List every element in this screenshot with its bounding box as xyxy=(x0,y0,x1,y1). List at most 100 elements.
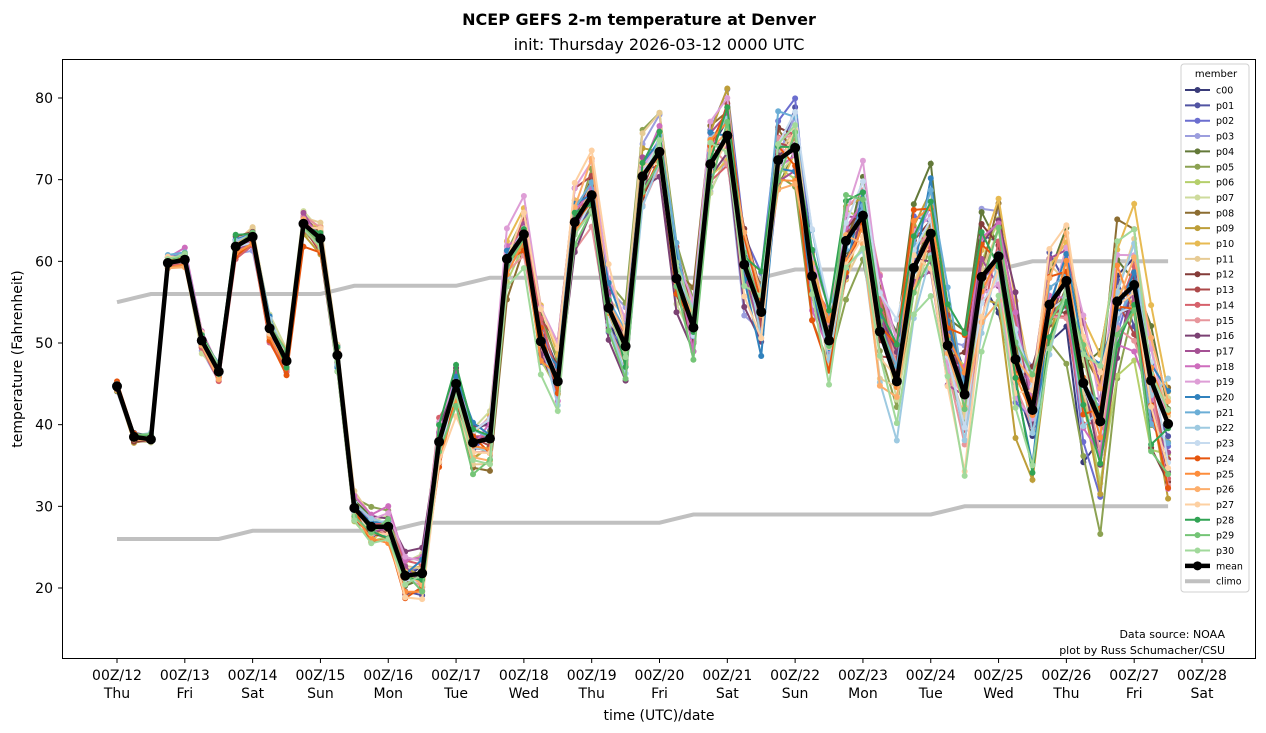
mean-point xyxy=(1027,404,1038,415)
member-point xyxy=(571,209,578,216)
member-point xyxy=(842,220,849,227)
mean-point xyxy=(552,376,563,387)
member-point xyxy=(1097,531,1104,538)
member-point xyxy=(1029,476,1036,483)
y-tick-label: 80 xyxy=(35,91,53,107)
x-tick-day-label: Sat xyxy=(716,686,739,702)
legend-item-p11: p11 xyxy=(1185,254,1234,265)
mean-point xyxy=(1078,378,1089,389)
member-point xyxy=(893,437,900,444)
x-tick-label: 00Z/14 xyxy=(228,668,278,684)
member-point xyxy=(181,244,188,251)
member-point xyxy=(707,139,714,146)
member-point xyxy=(1148,345,1155,352)
member-point xyxy=(961,472,968,479)
legend-label: p17 xyxy=(1216,346,1234,357)
member-point xyxy=(1131,269,1138,276)
legend-label: p21 xyxy=(1216,408,1234,419)
member-point xyxy=(741,312,748,319)
member-point xyxy=(1165,465,1172,472)
legend-item-p17: p17 xyxy=(1185,346,1234,357)
member-point xyxy=(859,245,866,252)
legend-label: p02 xyxy=(1216,116,1234,127)
mean-point xyxy=(874,326,885,337)
member-point xyxy=(1012,289,1019,296)
member-point xyxy=(910,206,917,213)
legend-marker xyxy=(1194,409,1201,416)
member-point xyxy=(1097,434,1104,441)
legend-label: p03 xyxy=(1216,132,1234,143)
member-point xyxy=(470,456,477,463)
member-point xyxy=(385,516,392,523)
x-tick-label: 00Z/28 xyxy=(1177,668,1227,684)
x-tick-day-label: Fri xyxy=(651,686,668,702)
member-point xyxy=(859,196,866,203)
member-point xyxy=(1165,471,1172,478)
x-tick-day-label: Thu xyxy=(1052,686,1079,702)
member-point xyxy=(1131,200,1138,207)
legend-item-p20: p20 xyxy=(1185,393,1234,404)
member-point xyxy=(927,160,934,167)
mean-point xyxy=(773,155,784,166)
x-tick-day-label: Fri xyxy=(1126,686,1143,702)
mean-point xyxy=(976,271,987,282)
member-point xyxy=(910,233,917,240)
member-point xyxy=(1114,262,1121,269)
member-point xyxy=(893,393,900,400)
mean-point xyxy=(569,217,580,228)
member-point xyxy=(571,179,578,186)
member-point xyxy=(1046,345,1053,352)
member-point xyxy=(1080,452,1087,459)
x-tick-day-label: Sun xyxy=(782,686,809,702)
x-tick-day-label: Tue xyxy=(443,686,468,702)
x-tick-label: 00Z/12 xyxy=(92,668,142,684)
mean-point xyxy=(824,335,835,346)
legend-label: p27 xyxy=(1216,500,1234,511)
x-tick-day-label: Wed xyxy=(983,686,1014,702)
legend-marker xyxy=(1193,561,1202,571)
mean-point xyxy=(1061,275,1072,286)
chart-subtitle: init: Thursday 2026-03-12 0000 UTC xyxy=(514,35,805,54)
legend-marker xyxy=(1194,255,1201,262)
mean-point xyxy=(891,376,902,387)
mean-point xyxy=(315,233,326,244)
member-point xyxy=(1114,289,1121,296)
x-tick-label: 00Z/15 xyxy=(295,668,345,684)
legend-item-p04: p04 xyxy=(1185,147,1234,158)
member-point xyxy=(944,373,951,380)
mean-point xyxy=(281,355,292,366)
member-point xyxy=(758,268,765,275)
member-point xyxy=(1131,226,1138,233)
legend-marker xyxy=(1194,163,1201,170)
mean-point xyxy=(993,251,1004,262)
member-point xyxy=(402,581,409,588)
member-point xyxy=(944,301,951,308)
member-point xyxy=(1148,334,1155,341)
member-point xyxy=(1063,257,1070,264)
member-point xyxy=(758,352,765,359)
mean-point xyxy=(128,431,139,442)
member-point xyxy=(656,128,663,135)
member-point xyxy=(368,540,375,547)
member-point xyxy=(1080,312,1087,319)
legend-item-p05: p05 xyxy=(1185,162,1234,173)
member-point xyxy=(1131,331,1138,338)
legend-marker xyxy=(1194,440,1201,447)
member-point xyxy=(1063,251,1070,258)
mean-point xyxy=(1163,418,1174,429)
legend-item-p19: p19 xyxy=(1185,377,1234,388)
legend-label: climo xyxy=(1216,577,1242,588)
legend-marker xyxy=(1194,148,1201,155)
member-point xyxy=(809,291,816,298)
x-tick-label: 00Z/22 xyxy=(770,668,820,684)
member-point xyxy=(792,180,799,187)
x-tick-label: 00Z/17 xyxy=(431,668,481,684)
legend-label: mean xyxy=(1216,561,1243,572)
legend-marker xyxy=(1194,117,1201,124)
member-point xyxy=(1131,337,1138,344)
legend-marker xyxy=(1194,301,1201,308)
member-point xyxy=(537,306,544,313)
footnote-source: Data source: NOAA xyxy=(1119,628,1225,641)
legend-label: p01 xyxy=(1216,101,1234,112)
member-point xyxy=(826,307,833,314)
